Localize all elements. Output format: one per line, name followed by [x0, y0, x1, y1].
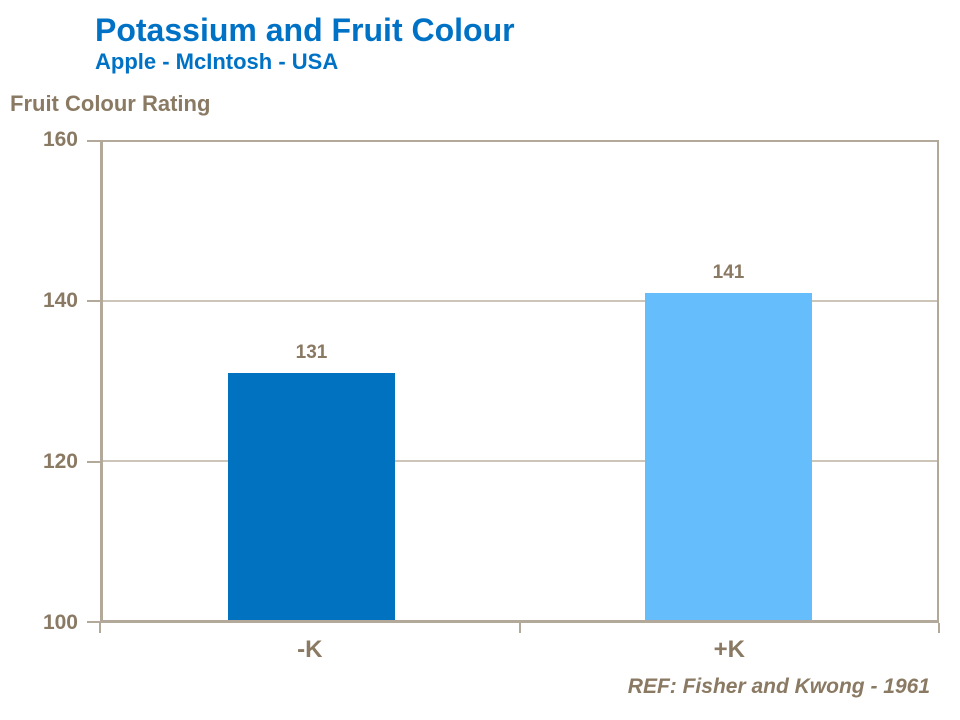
reference-note: REF: Fisher and Kwong - 1961	[627, 675, 930, 698]
y-tick-mark	[87, 621, 100, 623]
bar--K: 131	[228, 342, 395, 620]
chart-title: Potassium and Fruit Colour	[95, 12, 515, 48]
x-axis-tick-label-+K: +K	[713, 636, 745, 663]
x-axis-tick-label--K: -K	[297, 636, 323, 663]
y-tick-mark	[87, 461, 100, 463]
bar-value-label: 141	[712, 262, 745, 284]
y-axis-tick-label-140: 140	[42, 289, 78, 312]
y-axis-tick-label-160: 160	[42, 128, 78, 151]
bar-+K: 141	[645, 262, 812, 620]
y-tick-mark	[87, 300, 100, 302]
gridline-140	[103, 300, 937, 303]
x-tick-mark	[99, 623, 101, 633]
y-axis-title: Fruit Colour Rating	[10, 91, 211, 116]
plot-area: 131 141	[100, 140, 939, 623]
y-axis-tick-label-120: 120	[42, 450, 78, 473]
y-axis-tick-label-100: 100	[42, 611, 78, 634]
bar-value-label: 131	[295, 342, 328, 364]
x-tick-mark	[938, 623, 940, 633]
chart-subtitle: Apple - McIntosh - USA	[95, 49, 339, 74]
gridline-120	[103, 459, 937, 462]
y-tick-mark	[87, 140, 100, 142]
x-tick-mark	[518, 623, 521, 633]
